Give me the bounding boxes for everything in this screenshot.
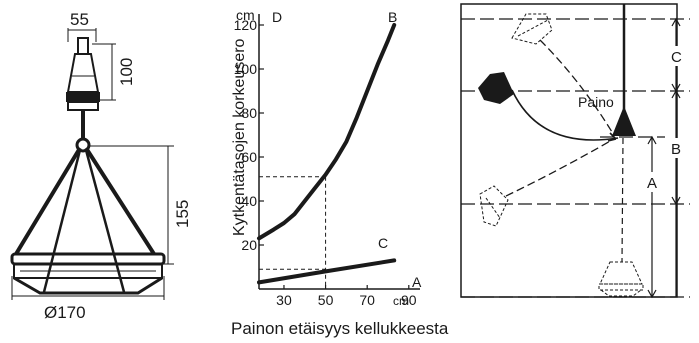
y-tick-label: 60: [241, 149, 257, 165]
series-label-a: A: [412, 274, 422, 290]
y-tick-label: 40: [241, 193, 257, 209]
x-tick-label: 30: [276, 292, 292, 308]
x-tick-label: 50: [318, 292, 334, 308]
diagram-frame: [460, 3, 678, 298]
float-solid: [478, 72, 514, 104]
top-float-cap: [77, 37, 89, 55]
x-axis-label: Painon etäisyys kellukkeesta: [231, 319, 449, 338]
series-line-c: [257, 258, 397, 285]
dim-body-height: 155: [173, 200, 192, 228]
weight-label: Paino: [578, 94, 614, 110]
y-tick-label: 120: [234, 17, 258, 33]
float-bottom-dashed: [598, 261, 644, 297]
weight-marker: [612, 106, 636, 136]
corner-label-d: D: [272, 9, 282, 25]
dim-diameter: Ø170: [44, 303, 86, 322]
y-axis-label: Kytkentätasojen korkeusero: [231, 38, 248, 236]
y-tick-label: 100: [234, 61, 258, 77]
chart: cm D Kytkentätasojen korkeusero Painon e…: [231, 7, 449, 338]
dim-top-height: 100: [117, 58, 136, 86]
float-upper-dashed: [511, 13, 553, 45]
dim-top-width: 55: [70, 10, 89, 29]
bottom-float-rim: [10, 252, 166, 266]
float-lower-dashed: [479, 185, 509, 227]
series-line-b: [257, 23, 397, 241]
x-tick-label: 70: [359, 292, 375, 308]
series-label-b: B: [388, 9, 397, 25]
position-diagram: Paino C B A: [460, 3, 690, 299]
x-unit: cm: [393, 294, 409, 308]
dim-label-c: C: [671, 49, 682, 66]
float-dimension-drawing: 55 100 155 Ø170: [10, 10, 192, 322]
y-tick-label: 20: [241, 237, 257, 253]
dim-label-b: B: [671, 141, 681, 158]
y-tick-label: 80: [241, 105, 257, 121]
series-label-c: C: [378, 235, 388, 251]
top-float-body: [66, 53, 100, 93]
x-tick-label: 90: [401, 292, 417, 308]
y-unit: cm: [236, 7, 255, 23]
dim-label-a: A: [647, 175, 657, 192]
